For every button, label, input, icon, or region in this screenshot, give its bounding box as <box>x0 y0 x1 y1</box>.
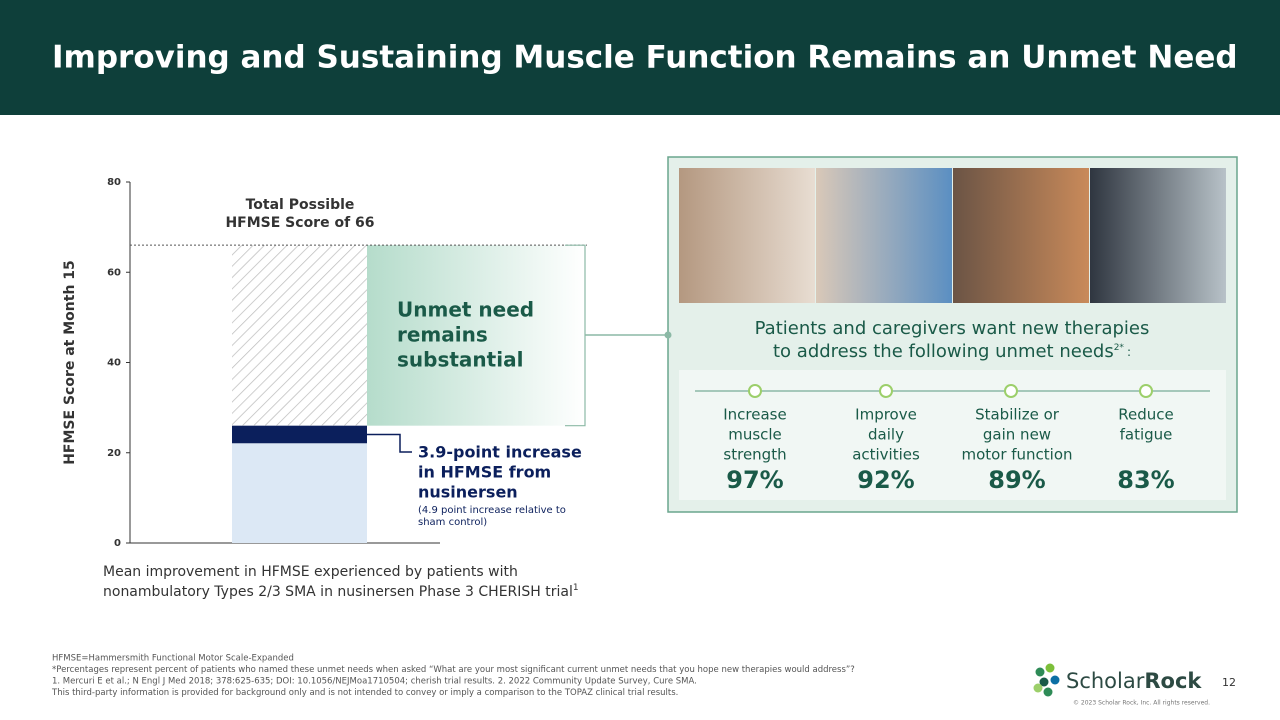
page-number: 12 <box>1222 676 1236 689</box>
bar-segment <box>232 443 367 543</box>
y-tick-label: 80 <box>107 177 121 188</box>
need-value: 97% <box>726 466 783 494</box>
chart-caption: Mean improvement in HFMSE experienced by… <box>103 564 518 580</box>
increase-note: (4.9 point increase relative to <box>418 505 566 516</box>
need-label: gain new <box>983 426 1051 444</box>
need-value: 89% <box>988 466 1045 494</box>
copyright: © 2023 Scholar Rock, Inc. All rights res… <box>1073 700 1210 707</box>
need-label: activities <box>852 446 920 464</box>
y-tick-label: 0 <box>114 538 121 549</box>
unmet-highlight <box>367 245 585 426</box>
timeline-node <box>879 384 893 398</box>
connector-dot <box>664 331 672 339</box>
need-label: motor function <box>961 446 1072 464</box>
photo <box>953 168 1089 303</box>
need-label: Improve <box>855 406 917 424</box>
timeline-node <box>748 384 762 398</box>
y-tick-label: 40 <box>107 358 121 369</box>
photo <box>679 168 815 303</box>
photo <box>816 168 952 303</box>
timeline-node <box>1139 384 1153 398</box>
increase-label: 3.9-point increase <box>418 443 582 462</box>
reference-label: HFMSE Score of 66 <box>225 215 374 231</box>
logo: ScholarRock <box>1066 669 1202 693</box>
need-value: 92% <box>857 466 914 494</box>
need-label: daily <box>868 426 904 444</box>
slide-title: Improving and Sustaining Muscle Function… <box>52 40 1238 76</box>
increase-label: nusinersen <box>418 483 518 502</box>
logo-dot <box>1045 663 1055 673</box>
panel-heading: Patients and caregivers want new therapi… <box>755 318 1150 339</box>
need-label: Reduce <box>1118 406 1173 424</box>
bar-segment <box>232 425 367 444</box>
y-tick-label: 20 <box>107 448 121 459</box>
y-tick-label: 60 <box>107 267 121 278</box>
need-label: Increase <box>723 406 786 424</box>
need-label: fatigue <box>1120 426 1173 444</box>
caption-ref: 1 <box>573 583 579 593</box>
heading-ref: 2* <box>1114 343 1125 353</box>
increase-label: in HFMSE from <box>418 463 551 482</box>
y-axis-label: HFMSE Score at Month 15 <box>62 260 78 465</box>
logo-dot <box>1039 677 1049 687</box>
logo-dot <box>1033 683 1043 693</box>
unmet-label: Unmet need <box>397 298 534 322</box>
heading-end: : <box>1127 345 1131 359</box>
reference-label: Total Possible <box>246 197 355 213</box>
panel-heading: to address the following unmet needs2*: <box>773 341 1131 362</box>
bar-segment <box>232 245 367 426</box>
header-band <box>0 0 1280 115</box>
footnote: *Percentages represent percent of patien… <box>52 665 855 675</box>
photo <box>1090 168 1226 303</box>
increase-connector <box>367 433 412 453</box>
timeline-node <box>1004 384 1018 398</box>
need-label: strength <box>723 446 786 464</box>
need-value: 83% <box>1117 466 1174 494</box>
unmet-label: substantial <box>397 348 523 372</box>
footnote: 1. Mercuri E et al.; N Engl J Med 2018; … <box>52 677 697 687</box>
footnote: HFMSE=Hammersmith Functional Motor Scale… <box>52 654 294 664</box>
logo-bold: Rock <box>1144 669 1202 693</box>
logo-dot <box>1050 675 1060 685</box>
logo-dot <box>1043 687 1053 697</box>
bracket <box>565 244 586 427</box>
need-label: muscle <box>728 426 782 444</box>
logo-dot <box>1035 667 1045 677</box>
chart-caption: nonambulatory Types 2/3 SMA in nusinerse… <box>103 583 579 601</box>
unmet-label: remains <box>397 323 488 347</box>
footnote: This third-party information is provided… <box>51 688 678 698</box>
need-label: Stabilize or <box>975 406 1060 424</box>
increase-note: sham control) <box>418 517 487 528</box>
